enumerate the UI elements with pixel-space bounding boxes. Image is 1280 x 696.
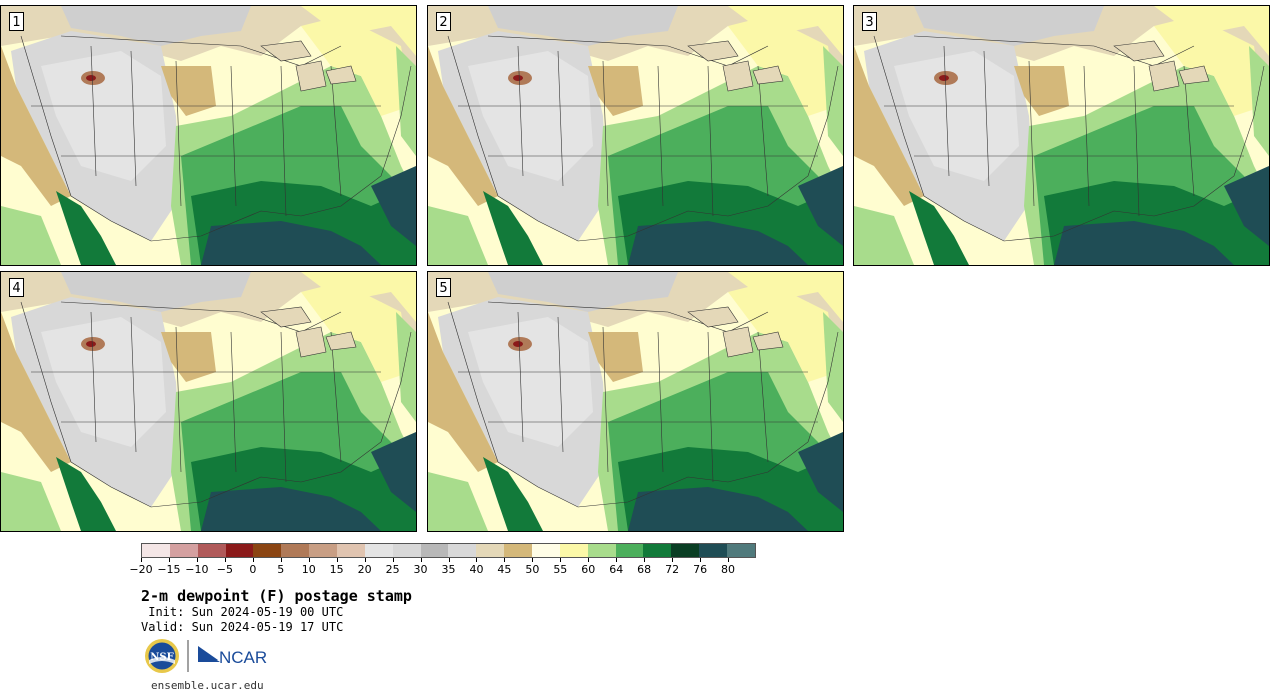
colorbar-tick [644,558,646,562]
colorbar-tick-label: 35 [441,563,456,576]
colorbar-tick-label: −10 [185,563,209,576]
colorbar-tick-label: 60 [581,563,596,576]
colorbar-segment [643,544,672,557]
ncar-logo-icon: NCAR [198,646,267,667]
colorbar-segment [559,544,588,557]
chart-title: 2-m dewpoint (F) postage stamp [141,587,412,605]
colorbar-tick [448,558,450,562]
colorbar-tick-label: 0 [249,563,257,576]
colorbar-tick-label: −20 [129,563,153,576]
colorbar-tick-label: 72 [665,563,680,576]
colorbar-tick-label: 40 [469,563,484,576]
colorbar-segment [337,544,365,557]
colorbar-tick-label: 80 [721,563,736,576]
colorbar-segment [392,544,421,557]
colorbar-tick [728,558,730,562]
ncar-logo-text: NCAR [219,648,267,667]
colorbar-segment [587,544,616,557]
colorbar-tick-label: 5 [277,563,285,576]
colorbar-tick-label: 20 [357,563,372,576]
colorbar-tick [476,558,478,562]
colorbar-segment [253,544,282,557]
colorbar-tick [252,558,254,562]
colorbar-tick [532,558,534,562]
colorbar-segment [532,544,560,557]
init-time: Init: Sun 2024-05-19 00 UTC [141,605,344,619]
colorbar-tick-label: 50 [525,563,540,576]
nsf-logo-icon: NSF [145,639,179,673]
colorbar-segment [699,544,728,557]
map-panel-3: 3 [853,5,1270,266]
colorbar-tick-label: 64 [609,563,624,576]
colorbar-tick [504,558,506,562]
map-panel-4: 4 [0,271,417,532]
colorbar-segment [671,544,700,557]
colorbar-tick [308,558,310,562]
colorbar-tick [672,558,674,562]
colorbar-tick-label: 15 [329,563,344,576]
panel-label: 1 [9,12,24,31]
colorbar-segment [142,544,170,557]
panel-label: 4 [9,278,24,297]
colorbar-tick [364,558,366,562]
colorbar-tick [336,558,338,562]
colorbar-segment [197,544,226,557]
colorbar-segment [448,544,477,557]
colorbar-tick-label: 25 [385,563,400,576]
colorbar-tick [224,558,226,562]
colorbar-tick-label: 30 [413,563,428,576]
colorbar-segment [476,544,505,557]
panel-label: 3 [862,12,877,31]
colorbar-tick-label: 68 [637,563,652,576]
colorbar-segment [225,544,254,557]
colorbar-segment [281,544,310,557]
colorbar-segment [615,544,644,557]
colorbar-tick [616,558,618,562]
colorbar-tick-label: 45 [497,563,512,576]
colorbar-tick [392,558,394,562]
panel-label: 2 [436,12,451,31]
colorbar-segment [169,544,198,557]
colorbar-tick-label: 10 [301,563,316,576]
colorbar-tick [141,558,142,562]
colorbar-tick [588,558,590,562]
valid-time: Valid: Sun 2024-05-19 17 UTC [141,620,344,634]
colorbar-segment [727,544,755,557]
colorbar-tick [196,558,198,562]
colorbar-segment [420,544,449,557]
colorbar-tick-label: 76 [693,563,708,576]
colorbar-segment [504,544,533,557]
website-url: ensemble.ucar.edu [151,679,264,692]
map-panel-5: 5 [427,271,844,532]
nsf-logo-text: NSF [150,652,173,663]
panel-label: 5 [436,278,451,297]
colorbar-segment [309,544,338,557]
logos: NSF NCAR [144,638,274,674]
colorbar-tick-label: −15 [157,563,181,576]
colorbar-tick [168,558,170,562]
colorbar-segment [364,544,393,557]
colorbar-tick [280,558,282,562]
colorbar-tick [560,558,562,562]
colorbar-tick-labels: −20 −15 −10 −5 0 5 10 15 20 25 30 35 40 45 50 55 60 64 68 7… [129,563,756,577]
map-panel-2: 2 [427,5,844,266]
colorbar-tick [700,558,702,562]
map-panel-1: 1 [0,5,417,266]
colorbar-tick [420,558,422,562]
colorbar-tick-label: 55 [553,563,568,576]
colorbar-tick-label: −5 [216,563,233,576]
colorbar [141,543,756,558]
